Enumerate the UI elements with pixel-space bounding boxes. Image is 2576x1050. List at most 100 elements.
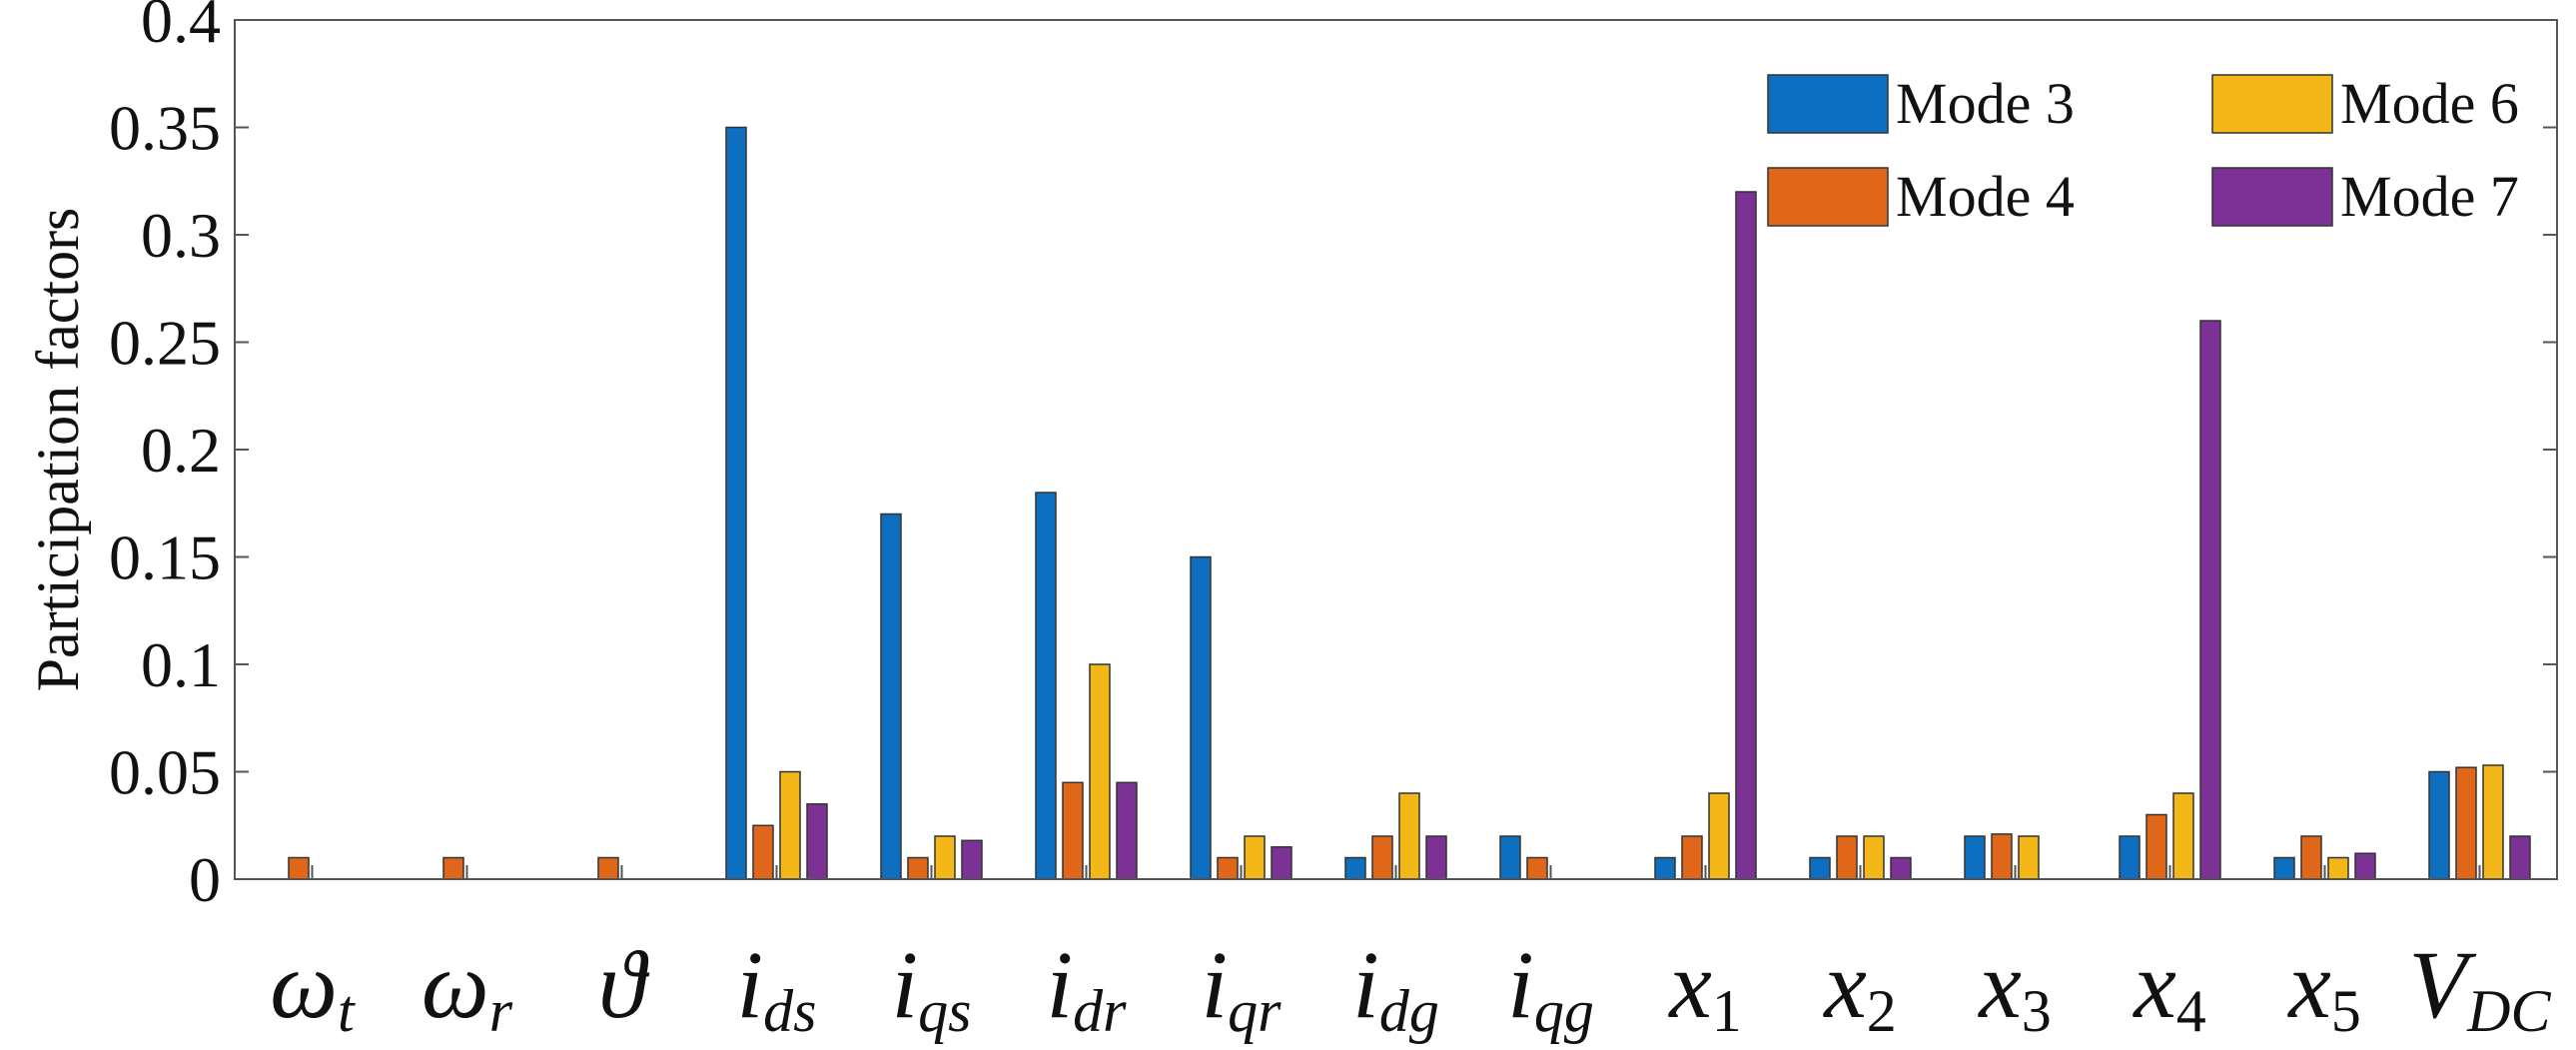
bar-mode-3-cat-4 xyxy=(880,513,902,880)
x-tick-label-6: iqr xyxy=(1201,931,1282,1044)
legend-swatch-mode-6 xyxy=(2211,74,2333,134)
x-tick-label-12: x4 xyxy=(2132,931,2206,1044)
x-tick-symbol: i xyxy=(736,931,763,1038)
x-tick-symbol: x xyxy=(1667,931,1712,1038)
bar-mode-4-cat-14 xyxy=(2455,766,2477,880)
legend-swatch-mode-4 xyxy=(1767,167,1889,227)
x-tick-symbol: x xyxy=(2132,931,2176,1038)
bar-mode-7-cat-6 xyxy=(1271,846,1292,880)
x-tick-subscript: t xyxy=(338,978,356,1044)
bar-mode-3-cat-7 xyxy=(1344,856,1366,880)
legend-label-mode-7: Mode 7 xyxy=(2340,164,2519,229)
x-tick-symbol: ω xyxy=(422,931,489,1038)
x-tick-label-14: VDC xyxy=(2409,931,2552,1044)
bar-mode-7-cat-5 xyxy=(1116,781,1138,880)
x-tick-subscript: r xyxy=(489,978,513,1044)
legend: Mode 3 Mode 6 Mode 4 Mode 7 xyxy=(1767,71,2519,229)
x-tick-symbol: i xyxy=(1507,931,1534,1038)
bar-mode-3-cat-10 xyxy=(1809,856,1831,880)
x-tick-label-2: ϑ xyxy=(598,931,650,1038)
x-tick-label-8: iqg xyxy=(1507,931,1594,1044)
y-tick-label: 0.4 xyxy=(141,0,221,56)
bar-mode-3-cat-5 xyxy=(1035,492,1057,880)
x-tick-symbol: x xyxy=(2286,931,2331,1038)
x-tick-symbol: ω xyxy=(270,931,338,1038)
bar-mode-7-cat-10 xyxy=(1890,856,1912,880)
bar-mode-3-cat-11 xyxy=(1964,835,1986,880)
bar-mode-6-cat-14 xyxy=(2482,764,2504,880)
x-tick-symbol: i xyxy=(891,931,918,1038)
legend-swatch-mode-7 xyxy=(2211,167,2333,227)
bar-mode-4-cat-10 xyxy=(1836,835,1858,880)
x-tick-symbol: x xyxy=(1822,931,1867,1038)
x-tick-symbol: ϑ xyxy=(598,931,650,1038)
bar-mode-4-cat-4 xyxy=(907,856,929,880)
x-tick-subscript: dg xyxy=(1379,978,1439,1044)
x-tick-label-7: idg xyxy=(1352,931,1439,1044)
bar-mode-7-cat-3 xyxy=(806,803,828,880)
x-tick-labels: ωt ωr ϑ ids iqs idr iqr idg iqg x1 x2 x3 x4 x5 VDC xyxy=(270,931,2551,1044)
bar-mode-6-cat-13 xyxy=(2327,856,2349,880)
y-tick-label: 0.05 xyxy=(109,737,221,808)
bar-mode-4-cat-2 xyxy=(597,856,619,880)
bar-mode-6-cat-10 xyxy=(1863,835,1885,880)
x-tick-symbol: V xyxy=(2409,931,2477,1038)
x-tick-subscript: DC xyxy=(2466,978,2551,1044)
bar-mode-3-cat-3 xyxy=(725,126,747,880)
x-tick-label-3: ids xyxy=(736,931,816,1044)
x-tick-subscript: qs xyxy=(918,978,971,1044)
legend-label-mode-3: Mode 3 xyxy=(1896,71,2075,136)
x-tick-subscript: ds xyxy=(763,978,816,1044)
bar-mode-6-cat-9 xyxy=(1708,792,1730,880)
x-tick-label-10: x2 xyxy=(1822,931,1897,1044)
y-tick-label: 0.15 xyxy=(109,523,221,593)
x-tick-symbol: i xyxy=(1201,931,1228,1038)
bar-mode-4-cat-5 xyxy=(1062,781,1084,880)
bar-mode-4-cat-9 xyxy=(1681,835,1703,880)
y-axis-label: Participation factors xyxy=(25,208,91,692)
bar-mode-6-cat-6 xyxy=(1244,835,1266,880)
bar-mode-3-cat-13 xyxy=(2273,856,2295,880)
bar-mode-6-cat-4 xyxy=(934,835,956,880)
axes-layer xyxy=(234,19,2558,880)
x-tick-symbol: x xyxy=(1977,931,2022,1038)
x-tick-label-4: iqs xyxy=(891,931,971,1044)
bar-mode-3-cat-8 xyxy=(1499,835,1521,880)
y-tick-label: 0.35 xyxy=(109,93,221,164)
bar-mode-4-cat-11 xyxy=(1991,833,2013,880)
bar-mode-3-cat-12 xyxy=(2119,835,2141,880)
x-tick-subscript: 3 xyxy=(2022,978,2052,1044)
y-tick-label: 0.25 xyxy=(109,308,221,379)
x-tick-subscript: qr xyxy=(1228,978,1282,1044)
x-tick-subscript: 4 xyxy=(2176,978,2206,1044)
bar-mode-6-cat-3 xyxy=(779,770,801,880)
x-tick-label-13: x5 xyxy=(2286,931,2361,1044)
y-tick-label: 0.3 xyxy=(141,200,221,271)
x-tick-label-0: ωt xyxy=(270,931,356,1044)
legend-label-mode-6: Mode 6 xyxy=(2340,71,2519,136)
bar-mode-7-cat-14 xyxy=(2509,835,2531,880)
bar-mode-3-cat-14 xyxy=(2428,770,2450,880)
y-tick-labels: 0 0.05 0.1 0.15 0.2 0.25 0.3 0.35 0.4 xyxy=(109,0,221,915)
x-tick-symbol: i xyxy=(1046,931,1073,1038)
bar-mode-7-cat-13 xyxy=(2354,852,2376,880)
bar-mode-4-cat-7 xyxy=(1371,835,1393,880)
x-tick-label-1: ωr xyxy=(422,931,513,1044)
x-tick-symbol: i xyxy=(1352,931,1379,1038)
bar-mode-6-cat-5 xyxy=(1089,663,1111,880)
bar-mode-6-cat-12 xyxy=(2172,792,2194,880)
y-tick-label: 0 xyxy=(189,844,221,915)
x-tick-label-11: x3 xyxy=(1977,931,2052,1044)
bar-mode-7-cat-7 xyxy=(1425,835,1447,880)
bar-mode-6-cat-11 xyxy=(2018,835,2040,880)
bar-mode-4-cat-1 xyxy=(442,856,464,880)
bar-mode-4-cat-13 xyxy=(2300,835,2322,880)
x-tick-label-5: idr xyxy=(1046,931,1127,1044)
legend-label-mode-4: Mode 4 xyxy=(1896,164,2075,229)
bar-mode-4-cat-6 xyxy=(1217,856,1239,880)
bar-mode-6-cat-7 xyxy=(1398,792,1420,880)
bar-mode-4-cat-8 xyxy=(1526,856,1548,880)
bar-mode-4-cat-3 xyxy=(752,824,774,880)
